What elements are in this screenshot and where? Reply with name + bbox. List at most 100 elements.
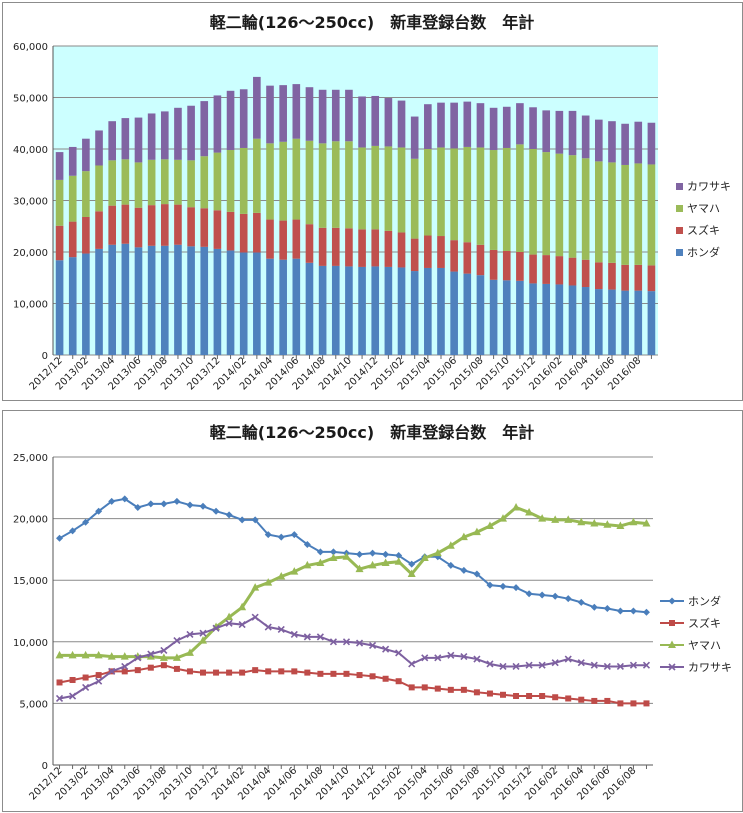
series-line [59,664,647,705]
data-point [552,694,559,701]
data-point [433,548,442,557]
bar-segment [397,100,406,148]
bar-segment [555,256,564,285]
plot-area [53,457,653,765]
bar-segment [555,153,564,257]
bar-segment [595,161,603,263]
data-point [330,670,337,677]
data-point [446,541,455,549]
data-point [251,583,260,591]
data-point [278,668,285,675]
data-point [172,653,181,661]
data-point [460,566,468,574]
data-point [147,500,155,508]
data-point [590,661,598,669]
data-point [212,507,220,515]
bar-segment [529,254,537,284]
data-point [69,676,76,683]
data-point [277,533,285,541]
data-point [577,517,586,526]
bar-segment [108,160,116,206]
bar-segment [239,252,248,355]
data-point [590,519,599,527]
data-point [564,515,573,523]
y-tick-label: 25,000 [13,453,48,464]
bar-segment [331,89,340,142]
data-point [355,564,364,573]
bar-segment [568,110,577,156]
data-point [107,652,116,660]
data-point [213,669,220,676]
data-point [500,691,506,698]
bar-segment [568,285,577,355]
data-point [356,672,363,679]
data-point [525,590,533,598]
data-point [473,655,481,663]
bar-segment [82,253,90,355]
data-point [329,548,337,556]
data-point [303,540,311,548]
legend-swatch [676,205,683,212]
data-point [395,649,403,657]
data-point [277,572,286,580]
chart-title: 軽二輪(126～250cc) 新車登録台数 年計 [210,13,534,32]
data-point [185,648,194,656]
bar-segment [318,89,327,144]
bar-segment [621,123,629,165]
data-point [368,560,377,569]
data-point [395,678,402,685]
bar-segment [68,146,77,176]
bar-segment [253,138,261,213]
bar-segment [463,242,472,274]
data-point [55,694,64,703]
bar-segment [397,232,406,268]
data-point [629,661,638,669]
bar-segment [384,266,393,355]
bar-segment [174,244,182,355]
legend-label: ヤマハ [688,639,721,652]
series-line [59,497,647,614]
bar-segment [68,175,77,222]
data-point [485,521,494,529]
bar-segment [358,147,366,230]
data-point [368,641,377,650]
bar-segment [647,122,656,165]
bar-segment [213,95,222,153]
bar-segment [424,235,432,268]
data-point [159,653,168,661]
data-point [408,684,415,691]
bar-segment [502,250,511,281]
line-chart: 軽二輪(126～250cc) 新車登録台数 年計 0 5,000 10,000 15,… [13,423,732,802]
bar-segment [608,162,616,263]
bar-segment [502,147,511,251]
data-point [356,550,364,558]
bar-segment [437,102,445,148]
bar-segment [502,106,511,148]
data-point [199,629,207,637]
bar-segment [239,147,248,214]
bar-segment [253,212,261,253]
bar-segment [397,267,406,355]
data-point [577,659,585,667]
data-point [629,517,638,526]
data-point [291,668,298,675]
bar-segment [437,236,445,268]
data-point [225,612,234,621]
y-tick-label: 10,000 [13,638,48,649]
data-point [82,683,90,691]
data-point [408,660,416,668]
chart-title: 軽二輪(126～250cc) 新車登録台数 年計 [210,423,534,442]
data-point [108,667,116,675]
bar-segment [200,101,209,157]
line-chart-panel: 軽二輪(126～250cc) 新車登録台数 年計 0 5,000 10,000 15,… [2,410,743,812]
data-point [290,630,298,638]
bar-segment [55,260,64,355]
data-point [642,519,651,527]
bar-segment [200,208,209,247]
data-point [369,549,377,557]
bar-segment [134,247,143,355]
data-point [120,652,129,660]
data-point [329,553,338,562]
bar-segment [95,211,103,249]
bar-segment [318,143,327,228]
